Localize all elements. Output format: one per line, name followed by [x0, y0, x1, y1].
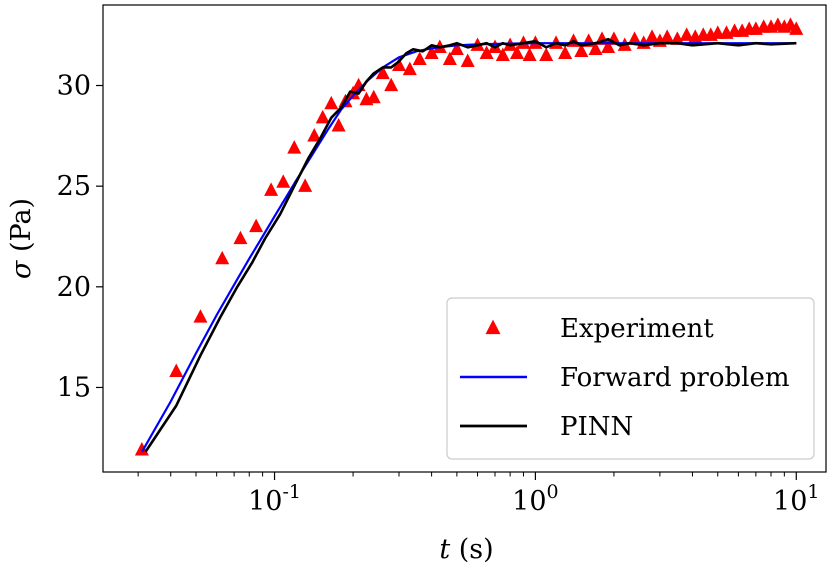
experiment-point — [331, 117, 346, 132]
experiment-point — [287, 140, 302, 154]
experiment-point — [679, 27, 694, 41]
series-forward-line — [140, 42, 797, 453]
experiment-point — [324, 95, 339, 110]
experiment-point — [249, 218, 264, 233]
experiment-point — [670, 31, 685, 45]
y-tick-label: 30 — [57, 71, 91, 102]
experiment-point — [449, 41, 464, 55]
x-tick-label: 10-1 — [248, 481, 301, 517]
legend: Experiment Forward problem PINN — [446, 297, 815, 460]
legend-label-pinn: PINN — [560, 412, 633, 442]
experiment-point — [460, 53, 475, 68]
experiment-point — [412, 51, 427, 66]
plot-marks — [134, 17, 804, 456]
legend-label-forward: Forward problem — [560, 363, 790, 393]
experiment-point — [402, 61, 417, 76]
experiment-point — [558, 45, 573, 59]
experiment-point — [479, 45, 494, 59]
experiment-point — [539, 47, 554, 61]
y-tick-label: 20 — [57, 272, 91, 303]
experiment-point — [315, 109, 330, 124]
legend-label-experiment: Experiment — [560, 314, 714, 344]
experiment-point — [522, 47, 537, 61]
y-tick-label: 25 — [57, 171, 91, 202]
experiment-point — [495, 47, 510, 61]
experiment-point — [264, 182, 279, 196]
experiment-point — [627, 31, 642, 45]
experiment-point — [384, 77, 399, 92]
experiment-point — [588, 41, 603, 55]
experiment-point — [789, 21, 804, 35]
y-axis-label: σ (Pa) — [6, 198, 37, 279]
experiment-point — [233, 230, 248, 245]
experiment-point — [375, 65, 390, 80]
experiment-point — [307, 128, 322, 142]
legend-box — [446, 297, 815, 460]
axes: 15 20 25 30 10-1 100 101 t (s) σ (Pa) — [6, 4, 827, 564]
experiment-point — [392, 57, 407, 72]
series-experiment — [134, 17, 804, 456]
x-tick-label: 100 — [512, 481, 558, 517]
experiment-point — [169, 363, 184, 378]
experiment-point — [193, 309, 208, 323]
experiment-point — [366, 89, 381, 104]
experiment-point — [601, 39, 616, 53]
plot-frame — [102, 4, 827, 473]
experiment-point — [660, 29, 675, 43]
experiment-point — [298, 178, 313, 192]
x-axis-label: t (s) — [439, 534, 493, 564]
experiment-point — [509, 45, 524, 59]
experiment-point — [215, 250, 230, 265]
experiment-point — [645, 29, 660, 43]
y-tick-label: 15 — [57, 372, 91, 403]
experiment-point — [134, 442, 149, 456]
x-tick-label: 101 — [773, 481, 819, 517]
experiment-point — [276, 174, 291, 188]
series-pinn-line — [144, 37, 797, 453]
legend-marker-experiment — [485, 319, 501, 335]
experiment-point — [574, 43, 589, 57]
experiment-point — [442, 51, 457, 66]
experiment-point — [424, 45, 439, 59]
